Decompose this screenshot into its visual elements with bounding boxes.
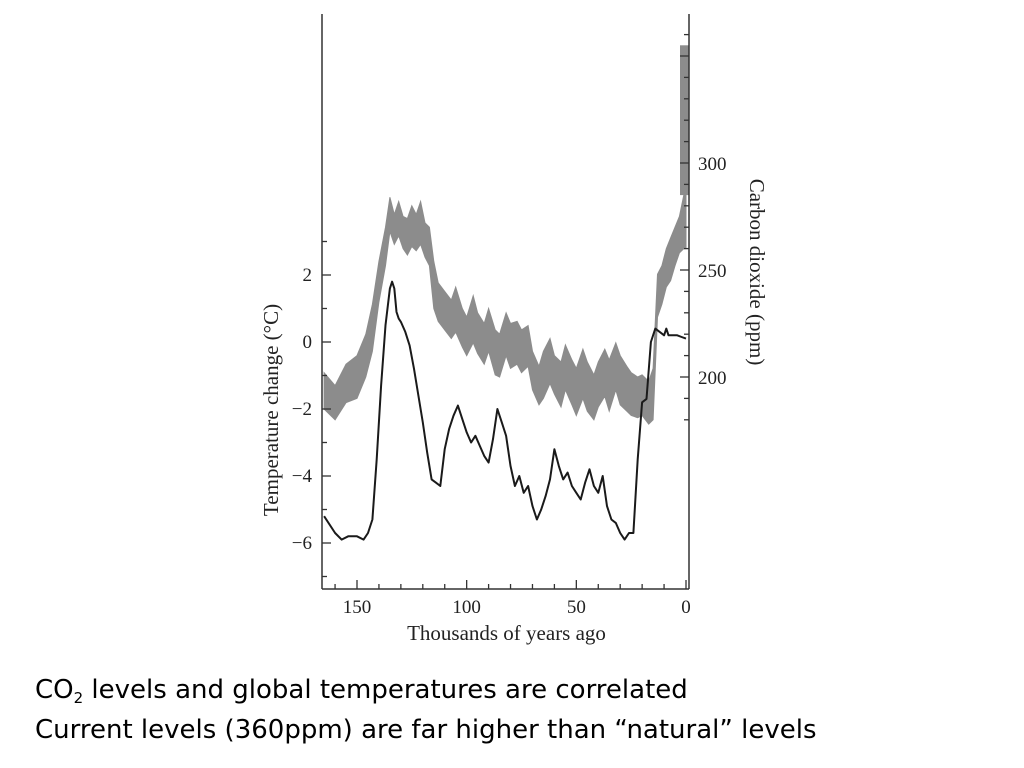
temperature-co2-chart: 2 0 −2 −4 −6 300 250 200 150 100 50 0 Thousands of … (259, 14, 769, 645)
x-tick-label: 0 (681, 597, 691, 618)
left-tick-label: −2 (292, 399, 312, 420)
temperature-line-layer (323, 280, 687, 541)
caption-co2-prefix: CO (35, 675, 74, 705)
left-y-axis-title: Temperature change (°C) (259, 304, 283, 516)
left-tick-label: −6 (292, 533, 312, 554)
left-tick-label: −4 (292, 466, 313, 487)
right-tick-label: 250 (698, 261, 727, 282)
right-y-axis-title: Carbon dioxide (ppm) (745, 179, 769, 366)
caption-line-1-text: levels and global temperatures are corre… (83, 675, 688, 705)
left-tick-label: 2 (303, 265, 313, 286)
x-axis-title: Thousands of years ago (407, 621, 606, 645)
temperature-line (323, 280, 687, 541)
co2-band-layer (323, 45, 689, 425)
axes-layer (321, 14, 690, 590)
x-tick-label: 100 (452, 597, 481, 618)
ticks-layer: 2 0 −2 −4 −6 300 250 200 150 100 50 0 (292, 33, 727, 618)
left-tick-label: 0 (303, 332, 313, 353)
caption-line-2: Current levels (360ppm) are far higher t… (35, 715, 817, 745)
caption: CO2 levels and global temperatures are c… (35, 670, 1015, 750)
caption-line-1: CO2 levels and global temperatures are c… (35, 670, 1015, 710)
caption-co2-subscript: 2 (73, 689, 84, 707)
x-tick-label: 150 (343, 597, 372, 618)
co2-band (323, 184, 687, 425)
right-tick-label: 200 (698, 368, 727, 389)
right-tick-label: 300 (698, 154, 727, 175)
x-tick-label: 50 (567, 597, 586, 618)
